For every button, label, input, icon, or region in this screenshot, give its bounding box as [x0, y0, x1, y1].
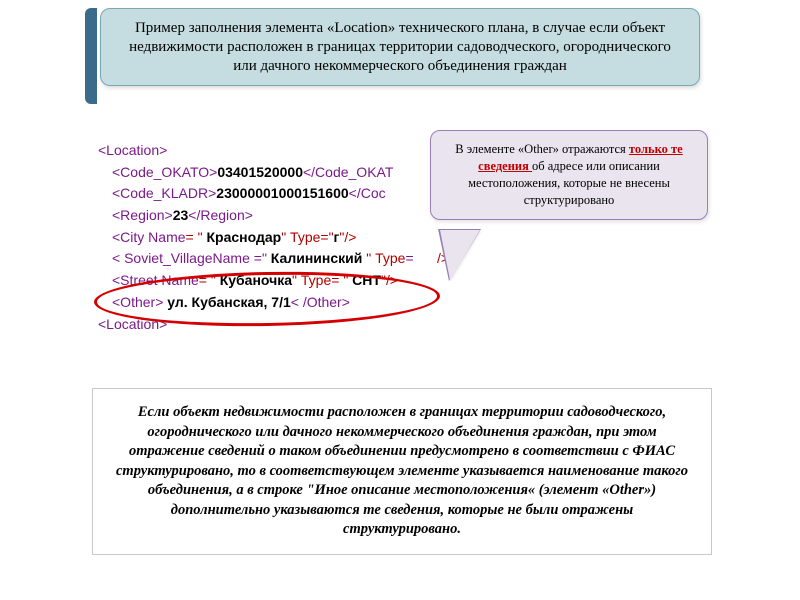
- street-name: Кубаночка: [216, 272, 292, 288]
- bottom-box: Если объект недвижимости расположен в гр…: [92, 388, 712, 555]
- city-end: "/>: [339, 229, 356, 245]
- okato-open: <Code_OKATO>: [112, 164, 217, 180]
- city-mid: " Type=": [281, 229, 333, 245]
- street-end: "/>: [381, 272, 398, 288]
- okato-val: 03401520000: [217, 164, 303, 180]
- callout-tail: [440, 230, 480, 280]
- region-open: <Region>: [112, 207, 173, 223]
- other-close: < /Other>: [291, 294, 350, 310]
- loc-open: <Location>: [98, 142, 167, 158]
- xml-block: <Location> <Code_OKATO>03401520000</Code…: [98, 140, 449, 335]
- sv-eq2: =: [405, 250, 413, 266]
- region-close: </Region>: [188, 207, 253, 223]
- city-name: Краснодар: [203, 229, 282, 245]
- sv-mid: " Type: [366, 250, 405, 266]
- city-eq: = ": [186, 229, 203, 245]
- loc-close: <Location>: [98, 316, 167, 332]
- kladr-open: <Code_KLADR>: [112, 185, 216, 201]
- city-open: <City Name: [112, 229, 186, 245]
- okato-close: </Code_OKAT: [303, 164, 393, 180]
- street-mid: " Type= ": [292, 272, 348, 288]
- sv-name: Калининский: [267, 250, 366, 266]
- header-text: Пример заполнения элемента «Location» те…: [129, 20, 671, 74]
- kladr-val: 23000001000151600: [216, 185, 348, 201]
- street-type: СНТ: [348, 272, 381, 288]
- kladr-close: </Coc: [349, 185, 386, 201]
- region-val: 23: [173, 207, 189, 223]
- other-val: ул. Кубанская, 7/1: [163, 294, 290, 310]
- callout-box: В элементе «Other» отражаются только те …: [430, 130, 708, 220]
- other-open: <Other>: [112, 294, 163, 310]
- street-eq: = ": [199, 272, 216, 288]
- callout-pre: В элементе «Other» отражаются: [455, 142, 629, 156]
- sv-open: < Soviet_VillageName =": [112, 250, 267, 266]
- header-accent: [85, 8, 97, 104]
- header-box: Пример заполнения элемента «Location» те…: [100, 8, 700, 86]
- street-open: <Street Name: [112, 272, 199, 288]
- bottom-text: Если объект недвижимости расположен в гр…: [116, 404, 688, 537]
